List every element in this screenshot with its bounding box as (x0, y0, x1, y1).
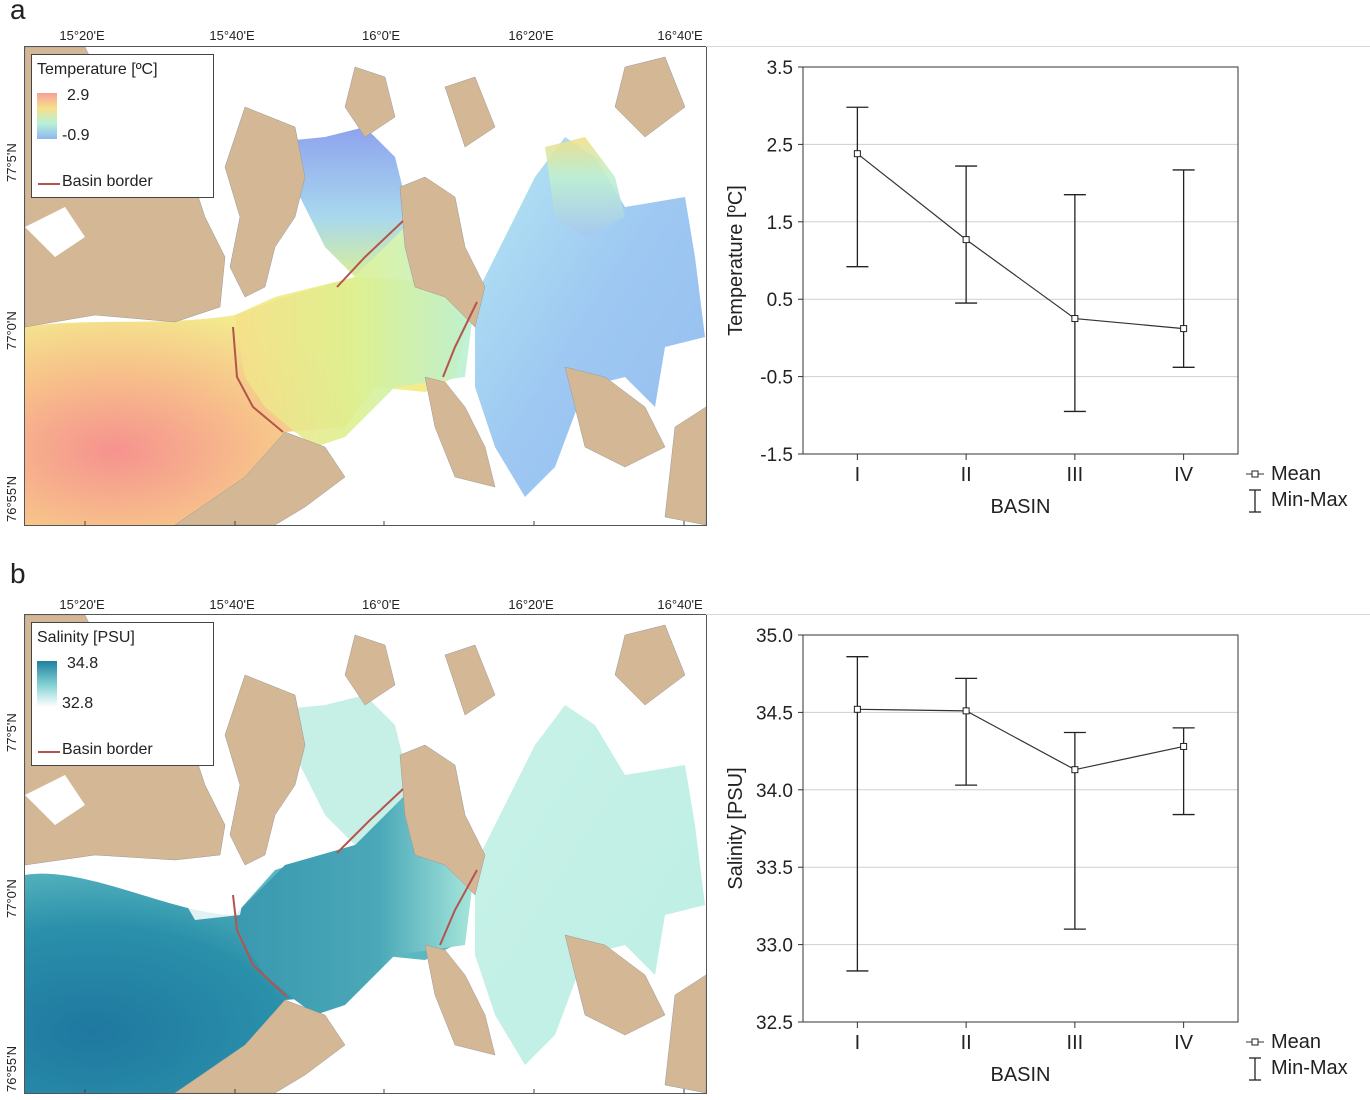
legend-color-ramp (37, 93, 57, 139)
x-tick-label: I (855, 464, 861, 486)
lon-tick-label: 16°0'E (361, 28, 401, 43)
legend-minmax-label: Min-Max (1271, 1057, 1348, 1079)
x-axis-title: BASIN (990, 496, 1050, 518)
panel-b-top-divider (706, 614, 1370, 615)
legend-min-value: -0.9 (62, 127, 90, 144)
legend-mean-marker (1251, 470, 1259, 478)
legend-max-value: 34.8 (67, 655, 99, 672)
legend-title: Salinity [PSU] (37, 629, 135, 646)
lat-tick-label: 77°0'N (4, 879, 19, 918)
y-tick-label: 3.5 (767, 58, 793, 79)
plot-frame (802, 66, 1239, 455)
y-tick-label: 34.5 (756, 703, 793, 724)
temperature-map-legend: Temperature [ºC] 2.9 -0.9 Basin border (31, 54, 214, 198)
legend-mean-label: Mean (1271, 463, 1321, 485)
salinity-map-legend: Salinity [PSU] 34.8 32.8 Basin border (31, 622, 214, 766)
mean-point (962, 707, 970, 715)
panel-letter-a: a (10, 0, 26, 25)
legend-minmax-label: Min-Max (1271, 489, 1348, 511)
lat-tick-label: 77°5'N (4, 143, 19, 182)
lon-tick-label: 16°40'E (657, 28, 703, 43)
map-b-longitude-labels: 15°20'E 15°40'E 16°0'E 16°20'E 16°40'E (24, 597, 705, 613)
x-tick-label: IV (1174, 1032, 1194, 1054)
lon-tick-label: 16°0'E (361, 597, 401, 612)
y-tick-label: 0.5 (767, 290, 793, 311)
basin-border-swatch (38, 751, 60, 753)
lat-tick-label: 77°5'N (4, 713, 19, 752)
lon-tick-label: 15°40'E (209, 28, 255, 43)
lat-tick-label: 76°55'N (4, 1046, 19, 1092)
x-axis-title: BASIN (990, 1064, 1050, 1086)
lon-tick-label: 15°20'E (59, 597, 105, 612)
panel-a-top-divider (706, 46, 1370, 47)
y-tick-label: -0.5 (760, 368, 793, 389)
x-tick-label: III (1067, 464, 1084, 486)
legend-max-value: 2.9 (67, 87, 90, 104)
y-tick-label: 34.0 (756, 781, 793, 802)
legend-color-ramp (37, 661, 57, 707)
x-tick-label: I (855, 1032, 861, 1054)
lat-tick-label: 77°0'N (4, 311, 19, 350)
y-tick-label: 2.5 (767, 135, 793, 156)
mean-point (853, 150, 861, 158)
legend-min-value: 32.8 (62, 695, 94, 712)
temperature-chart: 3.52.51.50.5-0.5-1.5I II III IVBASINTempera… (725, 58, 1348, 518)
y-axis-title: Temperature [ºC] (725, 185, 747, 336)
x-tick-label: III (1067, 1032, 1084, 1054)
mean-point (1180, 742, 1188, 750)
lon-tick-label: 15°20'E (59, 28, 105, 43)
x-tick-label: IV (1174, 464, 1194, 486)
lon-tick-label: 16°40'E (657, 597, 703, 612)
y-tick-label: -1.5 (760, 445, 793, 466)
y-tick-label: 33.0 (756, 936, 793, 957)
x-tick-label: II (961, 1032, 972, 1054)
lon-tick-label: 16°20'E (508, 597, 554, 612)
y-tick-label: 35.0 (756, 626, 793, 647)
legend-mean-label: Mean (1271, 1031, 1321, 1053)
y-tick-label: 1.5 (767, 213, 793, 234)
x-tick-label: II (961, 464, 972, 486)
legend-border-label: Basin border (62, 173, 153, 190)
legend-title: Temperature [ºC] (37, 61, 158, 78)
basin-border-swatch (38, 183, 60, 185)
legend-border-label: Basin border (62, 741, 153, 758)
mean-point (962, 236, 970, 244)
mean-line (857, 153, 1184, 330)
salinity-map (24, 614, 707, 1094)
salinity-map-canvas (25, 615, 706, 1093)
plot-frame (802, 634, 1239, 1023)
y-tick-label: 33.5 (756, 858, 793, 879)
mean-point (1071, 315, 1079, 323)
mean-point (853, 705, 861, 713)
y-axis-title: Salinity [PSU] (725, 767, 747, 889)
lat-tick-label: 76°55'N (4, 476, 19, 522)
map-a-longitude-labels: 15°20'E 15°40'E 16°0'E 16°20'E 16°40'E (24, 28, 705, 44)
y-tick-label: 32.5 (756, 1013, 793, 1034)
lon-tick-label: 15°40'E (209, 597, 255, 612)
legend-mean-marker (1251, 1038, 1259, 1046)
salinity-chart: 35.034.534.033.533.032.5I II III IVBASINSal… (725, 626, 1348, 1086)
lon-tick-label: 16°20'E (508, 28, 554, 43)
mean-line (857, 708, 1184, 771)
mean-point (1071, 766, 1079, 774)
panel-letter-b: b (10, 558, 26, 589)
mean-point (1180, 325, 1188, 333)
